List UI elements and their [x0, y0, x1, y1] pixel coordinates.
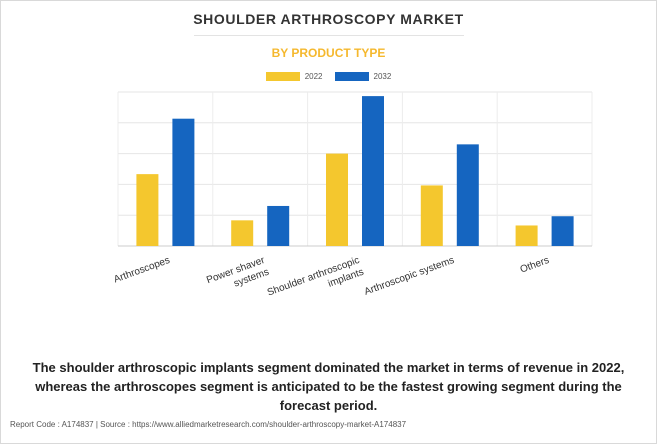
- legend-item-2032: 2032: [334, 72, 392, 81]
- legend-swatch-2032: [334, 72, 369, 81]
- x-tick-label: Others: [519, 255, 551, 276]
- chart-subtitle: BY PRODUCT TYPE: [271, 46, 386, 60]
- x-tick-label: Power shaversystems: [205, 255, 271, 298]
- bar-2032: [267, 205, 290, 246]
- legend-swatch-2022: [265, 72, 300, 81]
- bar-2032: [172, 118, 195, 246]
- bar-2022: [326, 153, 348, 246]
- bar-2022: [515, 225, 538, 246]
- bar-2022: [136, 174, 159, 246]
- chart-title: SHOULDER ARTHROSCOPY MARKET: [193, 11, 464, 27]
- bar-2022: [420, 185, 443, 246]
- legend-label-2032: 2032: [373, 72, 392, 81]
- source-footer: Report Code : A174837 | Source : https:/…: [10, 420, 407, 429]
- chart-caption: The shoulder arthroscopic implants segme…: [32, 360, 625, 413]
- x-tick-label-line: Arthroscopic systems: [363, 255, 456, 298]
- bar-2032: [551, 216, 574, 246]
- title-divider: [194, 35, 464, 36]
- legend-label-2022: 2022: [304, 72, 323, 81]
- bar-2032: [362, 96, 384, 247]
- x-tick-label: Arthroscopic systems: [363, 255, 456, 298]
- bar-2022: [231, 220, 254, 246]
- x-tick-label: Arthroscopes: [112, 255, 171, 285]
- x-tick-label-line: Others: [519, 255, 551, 276]
- x-tick-label-line: Arthroscopes: [112, 255, 171, 285]
- x-tick-label: Shoulder arthroscopicimplants: [266, 255, 365, 310]
- legend: 2022 2032: [0, 72, 657, 81]
- legend-item-2022: 2022: [265, 72, 323, 81]
- bar-2032: [456, 144, 479, 246]
